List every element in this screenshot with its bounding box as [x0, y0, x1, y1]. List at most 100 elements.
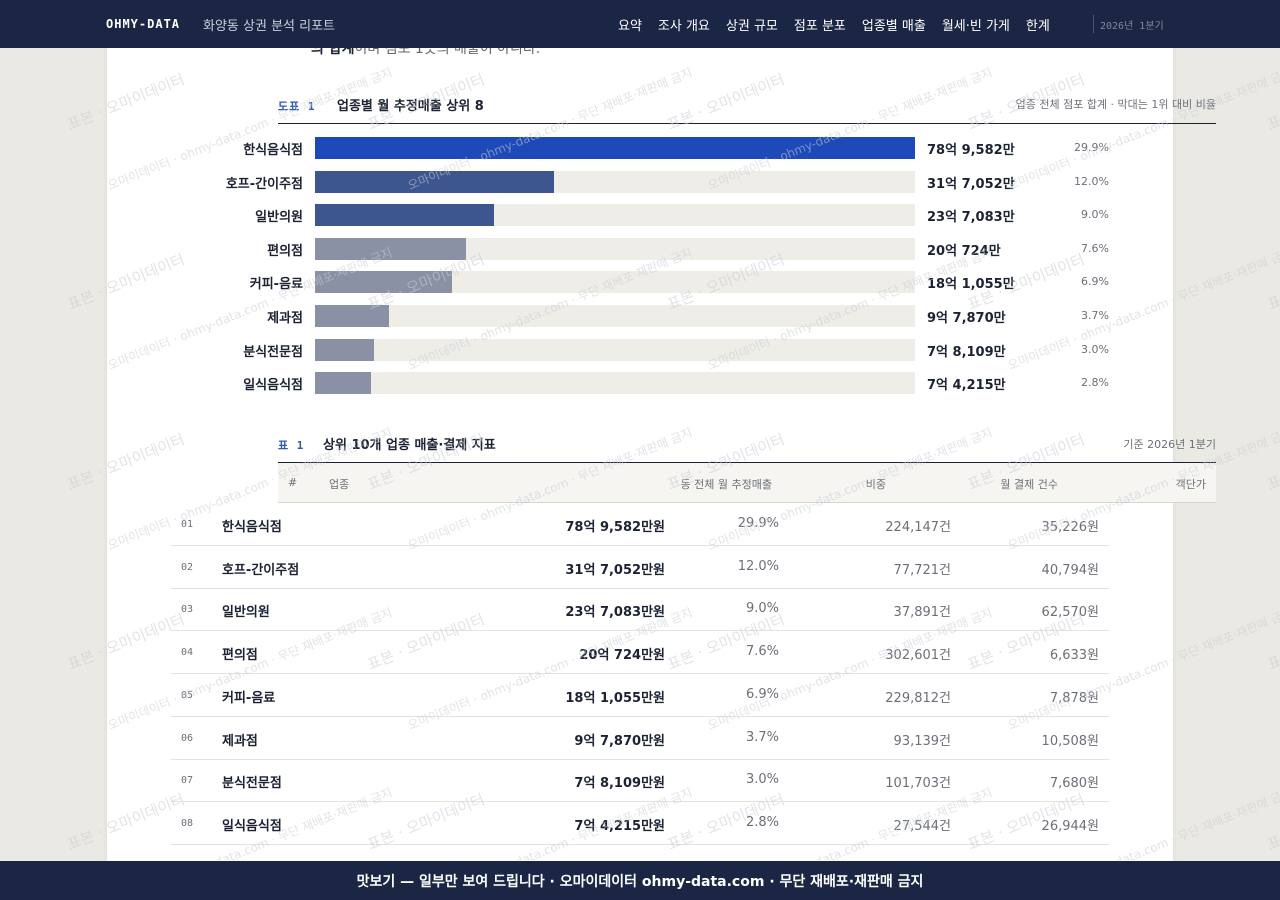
- table-note: 기준 2026년 1분기: [1123, 438, 1216, 451]
- bar-category-label: 호프-간이주점: [225, 176, 303, 192]
- nav-item-survey-overview[interactable]: 조사 개요: [657, 18, 710, 34]
- bar-share-label: 3.0%: [1081, 342, 1109, 356]
- figure-header: 도표 1 업종별 월 추정매출 상위 8 업종 전체 점포 합계 · 막대는 1…: [278, 94, 1216, 124]
- cell-payment-count: 101,703건: [885, 776, 951, 792]
- cell-revenue: 23억 7,083만원: [565, 605, 665, 621]
- bar-category-label: 제과점: [267, 311, 303, 326]
- bar-category-label: 커피-음료: [249, 277, 303, 293]
- bar-share-label: 6.9%: [1081, 275, 1109, 289]
- cell-share: 6.9%: [745, 686, 779, 702]
- cell-share: 2.8%: [745, 814, 779, 830]
- cell-avg-price: 7,878원: [1049, 690, 1099, 706]
- report-title: 화양동 상권 분석 리포트: [203, 18, 335, 34]
- nav-item-limitations[interactable]: 한계: [1025, 18, 1050, 34]
- bar-category-label: 일반의원: [255, 210, 303, 226]
- bar-category-label: 일식음식점: [243, 378, 303, 394]
- col-header-avg-price: 객단가: [1175, 478, 1206, 491]
- figure-title: 업종별 월 추정매출 상위 8: [337, 99, 484, 114]
- bar-share-label: 9.0%: [1081, 208, 1109, 222]
- bar-track: [315, 372, 915, 395]
- bar-track: [315, 237, 915, 260]
- cell-revenue: 7억 4,215만원: [574, 818, 665, 834]
- col-header-count: 월 결제 건수: [1000, 478, 1058, 491]
- bar-value-label: 78억 9,582만: [927, 143, 1015, 158]
- cell-payment-count: 302,601건: [885, 648, 951, 664]
- cell-category: 분식전문점: [222, 776, 282, 792]
- cell-share: 3.0%: [745, 772, 779, 788]
- cell-payment-count: 229,812건: [885, 690, 951, 706]
- bar-row: 제과점 9억 7,870만 3.7%: [171, 304, 1109, 328]
- bar-row: 한식음식점 78억 9,582만 29.9%: [171, 136, 1109, 160]
- bar-share-label: 2.8%: [1081, 376, 1109, 390]
- nav-item-market-size[interactable]: 상권 규모: [725, 18, 778, 34]
- col-header-revenue: 동 전체 월 추정매출: [680, 478, 772, 491]
- col-header-category: 업종: [329, 478, 350, 491]
- bar-track: [315, 170, 915, 193]
- bar-row: 커피-음료 18억 1,055만 6.9%: [171, 270, 1109, 294]
- bar-row: 일식음식점 7억 4,215만 2.8%: [171, 371, 1109, 395]
- bar-track: [315, 137, 915, 159]
- cell-share: 9.0%: [745, 601, 779, 617]
- bar-category-label: 분식전문점: [243, 344, 303, 360]
- bar: [315, 237, 467, 260]
- cell-revenue: 9억 7,870만원: [574, 733, 665, 749]
- top-navigation-bar: OHMY-DATA 화양동 상권 분석 리포트 요약 조사 개요 상권 규모 점…: [0, 0, 1280, 48]
- cell-avg-price: 10,508원: [1041, 733, 1099, 749]
- bar-row: 일반의원 23억 7,083만 9.0%: [171, 203, 1109, 227]
- section-nav: 요약 조사 개요 상권 규모 점포 분포 업종별 매출 월세·빈 가게 한계: [610, 0, 1058, 48]
- cell-index: 06: [181, 732, 194, 744]
- bar: [315, 271, 452, 294]
- cell-revenue: 78억 9,582만원: [565, 520, 665, 535]
- bar-track: [315, 305, 915, 327]
- bar-value-label: 18억 1,055만: [927, 277, 1015, 293]
- brand-logo[interactable]: OHMY-DATA: [106, 17, 181, 31]
- cell-category: 제과점: [222, 733, 258, 749]
- bar-value-label: 7억 8,109만: [927, 344, 1006, 360]
- cell-index: 01: [181, 519, 194, 530]
- cell-avg-price: 26,944원: [1041, 818, 1099, 834]
- bar-row: 호프-간이주점 31억 7,052만 12.0%: [171, 170, 1109, 194]
- bar-row: 분식전문점 7억 8,109만 3.0%: [171, 338, 1109, 362]
- cell-payment-count: 224,147건: [885, 520, 951, 535]
- bar: [315, 137, 915, 159]
- nav-item-rent-vacancy[interactable]: 월세·빈 가게: [941, 18, 1010, 34]
- cell-share: 12.0%: [737, 558, 779, 574]
- period-label: 2026년 1분기: [1100, 20, 1164, 32]
- cell-payment-count: 93,139건: [893, 733, 951, 749]
- bar-share-label: 3.7%: [1081, 309, 1109, 322]
- cell-payment-count: 27,544건: [893, 818, 951, 834]
- nav-divider: [1093, 15, 1094, 33]
- cell-index: 04: [181, 647, 194, 659]
- bar: [315, 372, 371, 395]
- nav-item-summary[interactable]: 요약: [618, 18, 642, 34]
- col-header-share: 비중: [865, 478, 886, 491]
- bar: [315, 338, 374, 361]
- table-row: 05 커피-음료 18억 1,055만원 6.9% 229,812건 7,878원: [171, 674, 1109, 717]
- watermark-text: 표본 · 오마이데이터: [1265, 70, 1280, 133]
- table-label: 표 1: [278, 439, 305, 452]
- bar-value-label: 31억 7,052만: [927, 176, 1015, 192]
- col-header-index: #: [288, 476, 298, 489]
- cell-share: 7.6%: [745, 644, 779, 660]
- cell-category: 한식음식점: [222, 520, 282, 535]
- nav-item-store-distribution[interactable]: 점포 분포: [793, 18, 846, 34]
- cell-index: 03: [181, 604, 194, 616]
- watermark-text: 표본 · 오마이데이터: [1265, 430, 1280, 493]
- cell-category: 호프-간이주점: [222, 562, 300, 578]
- table-row: 04 편의점 20억 724만원 7.6% 302,601건 6,633원: [171, 631, 1109, 675]
- cell-category: 일식음식점: [222, 818, 282, 834]
- nav-item-sales-by-category[interactable]: 업종별 매출: [861, 18, 926, 34]
- table-column-headers: # 업종 동 전체 월 추정매출 비중 월 결제 건수 객단가: [278, 463, 1216, 503]
- cell-avg-price: 35,226원: [1041, 520, 1099, 535]
- bar-value-label: 7억 4,215만: [927, 378, 1006, 394]
- cell-avg-price: 40,794원: [1041, 562, 1099, 578]
- figure-label: 도표 1: [278, 100, 316, 113]
- bar-value-label: 23억 7,083만: [927, 210, 1015, 226]
- bar-share-label: 29.9%: [1074, 141, 1109, 154]
- cell-revenue: 31억 7,052만원: [565, 562, 665, 578]
- cell-index: 07: [181, 775, 194, 787]
- table-row: 02 호프-간이주점 31억 7,052만원 12.0% 77,721건 40,794원: [171, 546, 1109, 589]
- cell-avg-price: 7,680원: [1049, 776, 1099, 792]
- table-title: 상위 10개 업종 매출·결제 지표: [323, 438, 496, 453]
- cell-payment-count: 37,891건: [893, 605, 951, 621]
